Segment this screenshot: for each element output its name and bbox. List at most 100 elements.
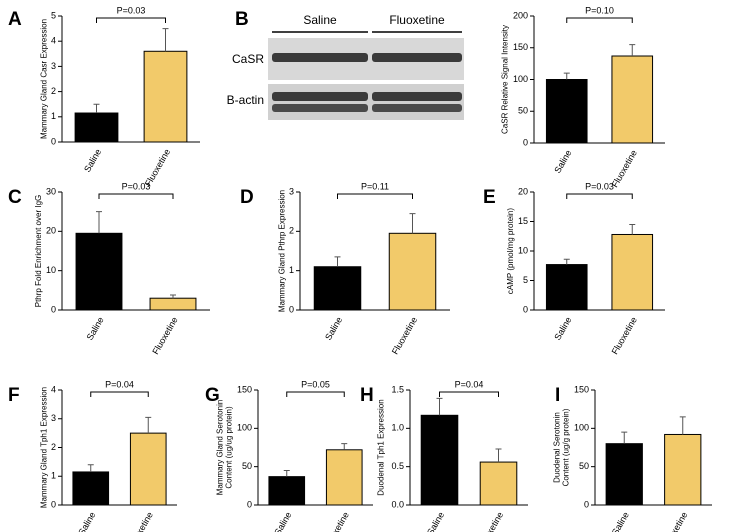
error-bar	[629, 223, 636, 235]
panel: I 0 50 100 150 Duodenal Serotonin Content (ug/…	[553, 384, 712, 532]
y-tick-label: 30	[46, 186, 56, 196]
x-tick-label: Saline	[85, 315, 106, 342]
significance-bracket	[566, 193, 633, 199]
panel-letter: G	[205, 385, 220, 406]
y-tick-label: 50	[518, 106, 528, 116]
y-tick-label: 1	[51, 111, 56, 121]
y-axis-label: Content (ug/g protein)	[562, 408, 571, 486]
x-tick-label: Fluoxetine	[476, 510, 505, 532]
bar	[74, 112, 119, 143]
blot-membrane	[268, 84, 464, 120]
y-axis-label: Pthrp Fold Enrichment over IgG	[34, 195, 43, 308]
panel: E 0 5 10 15 20 cAMP (pmol/mg protein) Saline Flu…	[483, 181, 665, 356]
x-tick-label: Fluoxetine	[126, 510, 155, 532]
bar	[664, 433, 702, 506]
y-tick-label: 2	[51, 86, 56, 96]
panel-letter: F	[8, 385, 20, 406]
band-label: B-actin	[227, 93, 264, 107]
y-tick-label: 4	[51, 384, 56, 394]
bar	[72, 471, 110, 506]
group-label: Saline	[303, 13, 337, 27]
western-blot: Saline Fluoxetine CaSR B-actin	[227, 13, 464, 120]
significance-bracket	[439, 391, 499, 397]
y-tick-label: 5	[523, 275, 528, 285]
bar	[611, 55, 654, 144]
error-bar	[170, 294, 176, 299]
y-tick-label: 0.5	[391, 461, 404, 471]
panel-letter: A	[8, 9, 22, 30]
error-bar	[409, 213, 416, 234]
y-tick-label: 10	[518, 245, 528, 255]
bar	[149, 297, 197, 311]
bar	[479, 461, 518, 506]
y-tick-label: 5	[51, 10, 56, 20]
x-tick-label: Fluoxetine	[610, 315, 639, 356]
significance-bracket	[96, 17, 166, 23]
y-axis-label: Duodenal Tph1 Expression	[377, 399, 386, 495]
y-tick-label: 0	[247, 499, 252, 509]
y-tick-label: 4	[51, 36, 56, 46]
panel-letter: E	[483, 187, 496, 208]
y-tick-label: 2	[289, 226, 294, 236]
p-value: P=0.03	[122, 181, 151, 191]
error-bar	[162, 28, 169, 52]
y-tick-label: 1.0	[391, 423, 404, 433]
p-value: P=0.11	[361, 181, 389, 191]
error-bar	[563, 72, 570, 80]
y-tick-label: 10	[46, 265, 56, 275]
y-tick-label: 15	[518, 216, 528, 226]
y-axis-label: Duodenal Serotonin	[553, 412, 562, 483]
y-tick-label: 100	[513, 74, 528, 84]
y-tick-label: 0	[51, 499, 56, 509]
y-tick-label: 0	[51, 304, 56, 314]
error-bar	[629, 44, 636, 57]
bar	[388, 232, 437, 311]
y-tick-label: 100	[237, 423, 252, 433]
bar	[545, 79, 588, 144]
error-bar	[145, 416, 152, 434]
error-bar	[341, 443, 348, 450]
bar	[129, 432, 167, 506]
bar	[605, 443, 643, 506]
y-tick-label: 150	[513, 42, 528, 52]
y-tick-label: 3	[51, 61, 56, 71]
panel-letter: H	[360, 385, 374, 406]
y-tick-label: 20	[46, 226, 56, 236]
y-axis-label: Mammary Gland Tph1 Expression	[40, 387, 49, 508]
y-tick-label: 150	[237, 384, 252, 394]
x-tick-label: Saline	[76, 510, 97, 532]
y-axis-label: Mammary Gland Serotonin	[216, 400, 225, 496]
bar	[420, 414, 459, 506]
y-axis-label: Content (ug/ug protein)	[225, 406, 234, 489]
y-tick-label: 150	[574, 384, 589, 394]
panel: G 0 50 100 150 Mammary Gland Serotonin Content…	[205, 379, 373, 532]
panel-letter: I	[555, 385, 560, 406]
bar	[268, 476, 306, 506]
y-tick-label: 0	[584, 499, 589, 509]
x-tick-label: Saline	[323, 315, 344, 342]
y-tick-label: 0	[523, 304, 528, 314]
y-tick-label: 200	[513, 10, 528, 20]
x-tick-label: Fluoxetine	[660, 510, 689, 532]
significance-bracket	[98, 193, 174, 199]
error-bar	[96, 211, 102, 234]
x-tick-label: Saline	[425, 510, 446, 532]
x-tick-label: Saline	[272, 510, 293, 532]
y-tick-label: 20	[518, 186, 528, 196]
y-tick-label: 50	[242, 461, 252, 471]
bar	[325, 449, 363, 506]
panel-letter: B	[235, 9, 249, 30]
group-label: Fluoxetine	[389, 13, 445, 27]
panel-letter: D	[240, 187, 254, 208]
x-tick-label: Saline	[610, 510, 631, 532]
error-bar	[93, 103, 100, 114]
y-axis-label: Mammary Gland Pthrp Expression	[278, 190, 287, 312]
p-value: P=0.04	[105, 379, 134, 389]
y-axis-label: cAMP (pmol/mg protein)	[506, 208, 515, 294]
x-tick-label: Fluoxetine	[150, 315, 179, 356]
y-tick-label: 0	[51, 136, 56, 146]
